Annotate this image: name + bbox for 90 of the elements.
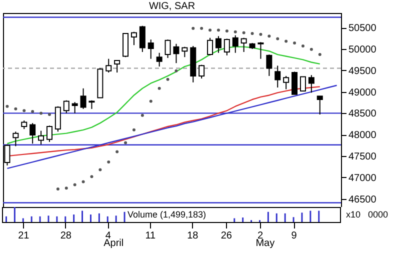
point xyxy=(149,100,152,103)
point xyxy=(301,44,304,48)
y-tick-label: 47500 xyxy=(348,152,377,163)
x-tick-label: 28 xyxy=(60,230,72,242)
point xyxy=(22,109,26,112)
candlestick xyxy=(114,60,120,74)
candlestick xyxy=(46,125,52,142)
point xyxy=(310,48,313,51)
candlestick xyxy=(63,100,70,114)
point xyxy=(124,141,128,144)
x-tick-label: 9 xyxy=(291,230,298,242)
point xyxy=(200,26,204,30)
point xyxy=(90,175,94,178)
candlestick xyxy=(266,54,272,76)
point xyxy=(284,40,288,43)
point xyxy=(225,29,228,32)
point xyxy=(158,86,161,90)
point xyxy=(107,160,110,164)
point xyxy=(216,28,220,32)
point xyxy=(6,104,9,108)
candlestick xyxy=(148,39,154,60)
point xyxy=(192,26,195,30)
text: x10 xyxy=(346,210,361,220)
y-tick-label: 48500 xyxy=(348,108,377,120)
x-tick-label: 21 xyxy=(18,230,30,242)
point xyxy=(250,32,254,36)
point xyxy=(132,128,136,132)
candlestick xyxy=(316,96,323,115)
y-tick-label: 47000 xyxy=(348,172,377,184)
candlestick xyxy=(72,102,78,114)
point xyxy=(318,53,322,56)
x-tick-label: 18 xyxy=(187,230,199,242)
point xyxy=(276,37,280,40)
point xyxy=(82,180,85,184)
point xyxy=(14,107,18,110)
candlestick xyxy=(207,37,214,56)
y-tick-label: 50500 xyxy=(348,23,377,34)
point xyxy=(73,183,76,186)
text: 0000 xyxy=(368,210,388,220)
candlestick xyxy=(12,131,19,147)
point xyxy=(268,34,271,38)
candlestick xyxy=(258,42,264,60)
point xyxy=(40,112,43,115)
candlestick xyxy=(240,37,247,52)
y-tick-label: 49500 xyxy=(348,66,377,77)
candlestick xyxy=(122,33,129,58)
point xyxy=(234,30,237,34)
candlestick xyxy=(54,106,61,132)
line-series xyxy=(6,84,338,170)
point xyxy=(174,69,178,72)
point xyxy=(64,186,68,190)
candlestick xyxy=(274,65,281,88)
point xyxy=(293,41,296,44)
text: April xyxy=(104,238,124,249)
candlestick xyxy=(130,31,137,46)
candlestick xyxy=(224,38,230,56)
point xyxy=(259,32,262,36)
x-tick-label: 26 xyxy=(220,230,232,242)
point xyxy=(31,110,34,113)
candlestick xyxy=(30,122,36,144)
chart-title: Volume (1,499,183) xyxy=(127,210,206,220)
candlestick xyxy=(215,36,222,54)
candlestick xyxy=(300,76,306,92)
point xyxy=(98,168,102,172)
candlestick xyxy=(164,39,171,58)
candlestick xyxy=(283,75,290,90)
y-tick-label: 49000 xyxy=(348,87,377,98)
candlestick xyxy=(80,88,86,110)
point xyxy=(116,150,119,154)
candlestick xyxy=(232,34,238,54)
candlestick xyxy=(106,58,112,74)
candlestick xyxy=(173,43,180,64)
point xyxy=(242,31,246,34)
chart-title: WIG, SAR xyxy=(148,1,196,12)
point xyxy=(56,188,60,191)
candlestick xyxy=(308,74,314,94)
candlestick xyxy=(156,52,162,68)
candlestick xyxy=(198,64,205,80)
y-tick-label: 48000 xyxy=(348,130,377,142)
y-tick-label: 46500 xyxy=(348,194,377,206)
x-tick-label: 11 xyxy=(145,230,156,242)
candlestick xyxy=(38,130,44,145)
candlestick xyxy=(139,25,146,52)
point xyxy=(140,114,144,117)
point xyxy=(166,78,170,81)
y-tick-label: 50000 xyxy=(348,44,377,56)
text: May xyxy=(256,238,275,249)
point xyxy=(208,28,212,32)
point xyxy=(48,113,51,116)
candlestick xyxy=(292,71,298,95)
